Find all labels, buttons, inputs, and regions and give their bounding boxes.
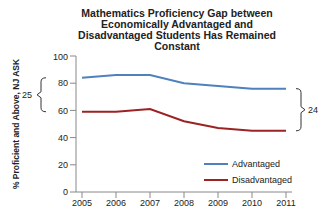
html-text:% Proficient and Above, NJ ASK: % Proficient and Above, NJ ASK xyxy=(11,58,21,190)
svg-text:40: 40 xyxy=(58,133,68,143)
svg-text:80: 80 xyxy=(58,78,68,88)
svg-text:2007: 2007 xyxy=(140,198,160,208)
svg-text:60: 60 xyxy=(58,106,68,116)
svg-text:Advantaged: Advantaged xyxy=(232,159,280,169)
svg-text:2011: 2011 xyxy=(276,198,295,208)
svg-text:20: 20 xyxy=(58,160,68,170)
svg-text:2010: 2010 xyxy=(242,198,262,208)
svg-text:Disadvantaged: Disadvantaged xyxy=(232,175,292,185)
svg-text:0: 0 xyxy=(63,187,68,197)
svg-text:25: 25 xyxy=(22,90,32,100)
svg-text:100: 100 xyxy=(53,52,68,62)
html-text:Mathematics Proficiency Gap be: Mathematics Proficiency Gap between Econ… xyxy=(78,7,276,52)
svg-text:2005: 2005 xyxy=(72,198,92,208)
svg-text:2009: 2009 xyxy=(208,198,228,208)
svg-text:24: 24 xyxy=(308,105,318,115)
svg-text:2006: 2006 xyxy=(106,198,126,208)
svg-text:2008: 2008 xyxy=(174,198,194,208)
